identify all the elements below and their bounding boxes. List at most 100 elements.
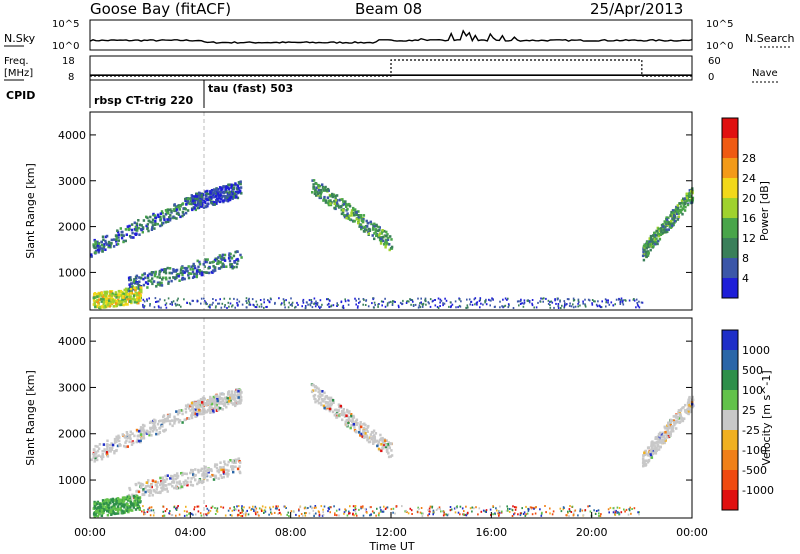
heatmap-cell (628, 509, 631, 512)
heatmap-cell (359, 421, 362, 424)
heatmap-cell (102, 238, 105, 242)
heatmap-cell (181, 214, 184, 218)
heatmap-cell (689, 410, 692, 413)
heatmap-cell (439, 298, 442, 301)
heatmap-cell (165, 306, 168, 309)
heatmap-cell (355, 303, 357, 306)
heatmap-cell (146, 282, 150, 286)
heatmap-cell (104, 297, 108, 300)
heatmap-cell (641, 254, 645, 258)
heatmap-cell (198, 272, 202, 275)
heatmap-cell (643, 244, 646, 248)
heatmap-cell (146, 274, 150, 277)
heatmap-cell (99, 503, 102, 507)
heatmap-cell (92, 299, 96, 302)
heatmap-cell (326, 298, 328, 301)
heatmap-cell (561, 304, 563, 307)
heatmap-cell (687, 412, 690, 416)
heatmap-cell (599, 306, 602, 309)
heatmap-cell (154, 270, 157, 274)
heatmap-cell (97, 447, 101, 450)
heatmap-cell (339, 198, 343, 201)
heatmap-cell (104, 239, 107, 243)
heatmap-cell (679, 211, 683, 214)
heatmap-cell (94, 240, 97, 243)
heatmap-cell (385, 439, 388, 442)
heatmap-cell (186, 514, 188, 517)
heatmap-cell (164, 510, 167, 513)
heatmap-cell (221, 253, 225, 257)
heatmap-cell (577, 305, 579, 308)
heatmap-cell (329, 199, 332, 202)
heatmap-cell (394, 301, 396, 303)
heatmap-cell (377, 235, 380, 239)
heatmap-cell (109, 510, 112, 514)
heatmap-cell (177, 211, 180, 215)
heatmap-cell (167, 297, 170, 300)
heatmap-cell (333, 505, 335, 508)
heatmap-cell (641, 461, 645, 465)
heatmap-cell (124, 287, 128, 291)
heatmap-cell (629, 506, 631, 509)
heatmap-cell (216, 399, 219, 403)
heatmap-cell (341, 198, 344, 201)
heatmap-cell (182, 213, 185, 216)
heatmap-cell (101, 499, 105, 502)
heatmap-cell (659, 445, 662, 449)
heatmap-cell (193, 207, 196, 210)
heatmap-cell (128, 499, 132, 502)
heatmap-cell (594, 300, 596, 303)
heatmap-cell (350, 214, 353, 217)
heatmap-cell (662, 225, 665, 228)
heatmap-cell (191, 276, 195, 279)
heatmap-cell (279, 511, 281, 514)
heatmap-cell (200, 302, 202, 305)
heatmap-cell (203, 265, 206, 268)
heatmap-cell (317, 387, 320, 391)
heatmap-cell (280, 303, 282, 306)
heatmap-cell (128, 224, 131, 228)
heatmap-cell (666, 428, 669, 431)
colorbar-swatch (722, 390, 738, 411)
heatmap-cell (466, 512, 469, 515)
heatmap-cell (97, 509, 100, 512)
heatmap-cell (339, 406, 342, 409)
heatmap-cell (209, 510, 212, 512)
heatmap-cell (198, 191, 201, 195)
heatmap-cell (397, 304, 400, 307)
heatmap-cell (184, 211, 188, 215)
heatmap-cell (321, 514, 324, 517)
heatmap-cell (252, 505, 254, 508)
heatmap-cell (660, 432, 663, 436)
heatmap-cell (208, 401, 212, 404)
heatmap-cell (197, 481, 201, 484)
heatmap-cell (121, 496, 125, 500)
heatmap-cell (209, 306, 211, 309)
heatmap-cell (93, 460, 96, 463)
nave-label: Nave (752, 68, 778, 79)
heatmap-cell (213, 474, 217, 478)
heatmap-cell (184, 410, 188, 414)
heatmap-cell (666, 433, 670, 436)
heatmap-cell (219, 200, 222, 204)
heatmap-cell (157, 432, 160, 436)
heatmap-cell (226, 463, 229, 467)
heatmap-cell (238, 300, 241, 303)
heatmap-cell (382, 509, 385, 512)
heatmap-cell (302, 300, 304, 302)
heatmap-cell (135, 428, 139, 432)
heatmap-cell (691, 405, 694, 409)
heatmap-cell (147, 479, 150, 482)
heatmap-cell (154, 480, 157, 484)
heatmap-cell (300, 513, 303, 515)
heatmap-cell (612, 304, 614, 307)
heatmap-cell (134, 225, 137, 229)
heatmap-cell (229, 507, 231, 510)
heatmap-cell (614, 303, 616, 306)
colorbar-tick: -25 (742, 424, 760, 437)
heatmap-cell (213, 258, 217, 262)
heatmap-cell (140, 286, 143, 289)
heatmap-cell (525, 505, 527, 508)
colorbar-swatch (722, 158, 738, 179)
heatmap-cell (116, 242, 120, 246)
